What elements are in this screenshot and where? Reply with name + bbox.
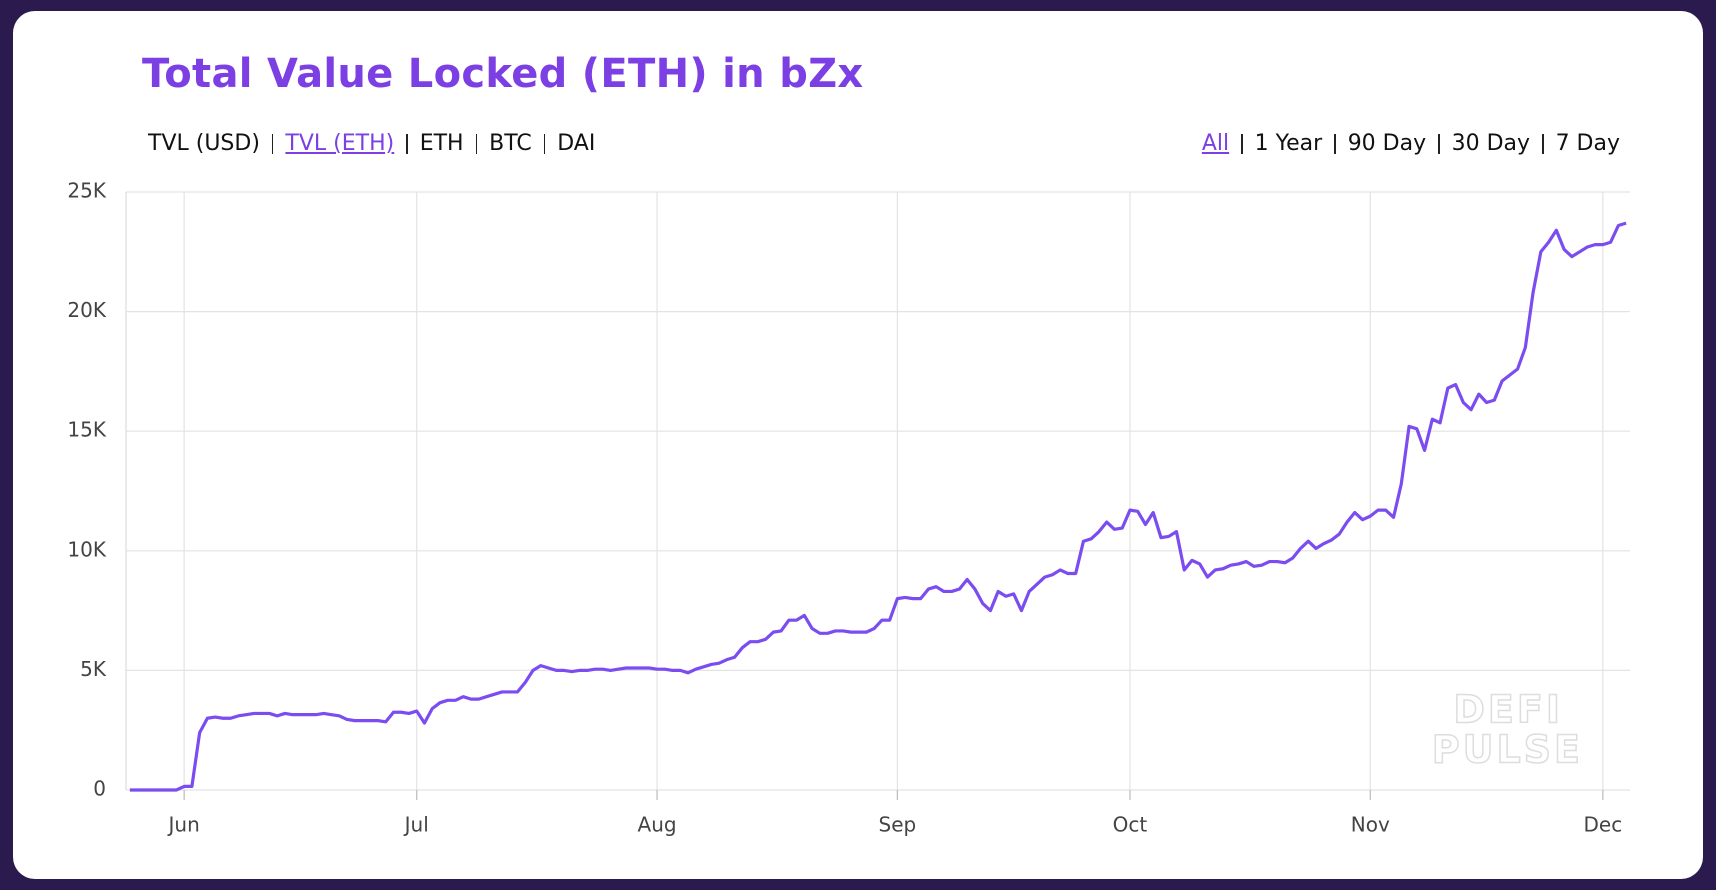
y-tick-label: 20K	[67, 298, 106, 322]
x-tick-label: Sep	[879, 813, 917, 837]
range-tab[interactable]: 90 Day	[1347, 131, 1427, 156]
separator	[543, 133, 546, 154]
metric-tab[interactable]: TVL (USD)	[148, 131, 260, 156]
separator	[1241, 133, 1243, 154]
x-tick-label: Nov	[1351, 813, 1390, 837]
separator	[271, 133, 274, 154]
range-tab[interactable]: 1 Year	[1254, 131, 1323, 156]
y-tick-label: 0	[93, 777, 106, 801]
x-tick-label: Jun	[167, 813, 200, 837]
x-tick-label: Dec	[1584, 813, 1623, 837]
metric-tabs: TVL (USD) TVL (ETH) ETH BTC DAI	[148, 131, 595, 156]
separator	[1542, 133, 1544, 154]
chart-title: Total Value Locked (ETH) in bZx	[142, 51, 864, 97]
separator	[406, 133, 408, 154]
y-tick-label: 5K	[80, 657, 107, 681]
separator	[1438, 133, 1440, 154]
metric-tab[interactable]: TVL (ETH)	[285, 131, 395, 156]
metric-tab[interactable]: DAI	[557, 131, 596, 156]
separator	[475, 133, 478, 154]
range-tabs: All 1 Year 90 Day 30 Day 7 Day	[1202, 131, 1620, 156]
x-tick-label: Jul	[403, 813, 429, 837]
separator	[1334, 133, 1336, 154]
range-tab[interactable]: 30 Day	[1451, 131, 1531, 156]
metric-tab[interactable]: BTC	[489, 131, 532, 156]
y-tick-label: 10K	[67, 537, 106, 561]
y-tick-label: 25K	[67, 179, 106, 203]
y-tick-label: 15K	[67, 418, 106, 442]
watermark: PULSE	[1432, 728, 1583, 772]
metric-tab[interactable]: ETH	[419, 131, 464, 156]
tvl-line	[129, 221, 1627, 792]
x-tick-label: Oct	[1113, 813, 1148, 837]
range-tab[interactable]: All	[1201, 131, 1230, 156]
x-tick-label: Aug	[638, 813, 677, 837]
range-tab[interactable]: 7 Day	[1555, 131, 1620, 156]
watermark: DEFI	[1453, 688, 1563, 732]
